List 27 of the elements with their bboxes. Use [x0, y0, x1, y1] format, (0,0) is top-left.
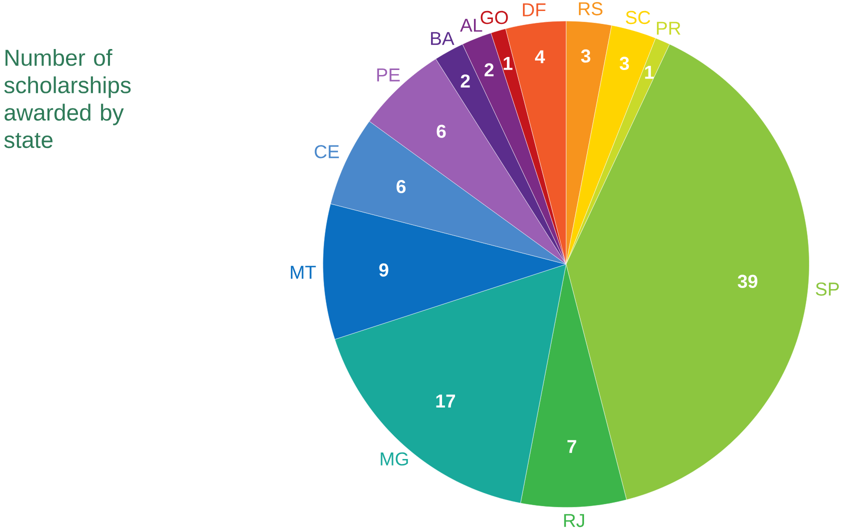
data-label: 17	[436, 394, 456, 408]
data-label: 3	[620, 56, 629, 70]
slice-label: GO	[480, 10, 508, 24]
data-label: 4	[534, 50, 545, 64]
slice-label: MG	[380, 452, 408, 466]
text: Number of scholarships awarded by state	[4, 48, 131, 148]
data-label: 1	[504, 56, 512, 70]
slice-label: PR	[656, 22, 680, 35]
data-label: 2	[460, 74, 470, 88]
slice-label: PE	[377, 68, 400, 82]
slice-label: RS	[578, 2, 602, 16]
data-label: 3	[581, 49, 590, 63]
slice-label: BA	[431, 32, 454, 45]
slice-label: SC	[626, 10, 650, 24]
data-label: 2	[484, 63, 494, 76]
slice-label: MT	[290, 266, 316, 279]
data-label: 7	[567, 440, 576, 453]
data-label: 1	[645, 66, 654, 79]
slice-label: DF	[522, 3, 546, 16]
data-label: 39	[738, 274, 758, 288]
data-label: 9	[379, 263, 388, 276]
slice-label: SP	[816, 282, 839, 296]
slice-label: RJ	[564, 514, 584, 527]
slice-label: CE	[314, 144, 339, 158]
data-label: 6	[436, 124, 446, 138]
slice-label: AL	[460, 18, 482, 32]
data-label: 6	[396, 180, 406, 194]
